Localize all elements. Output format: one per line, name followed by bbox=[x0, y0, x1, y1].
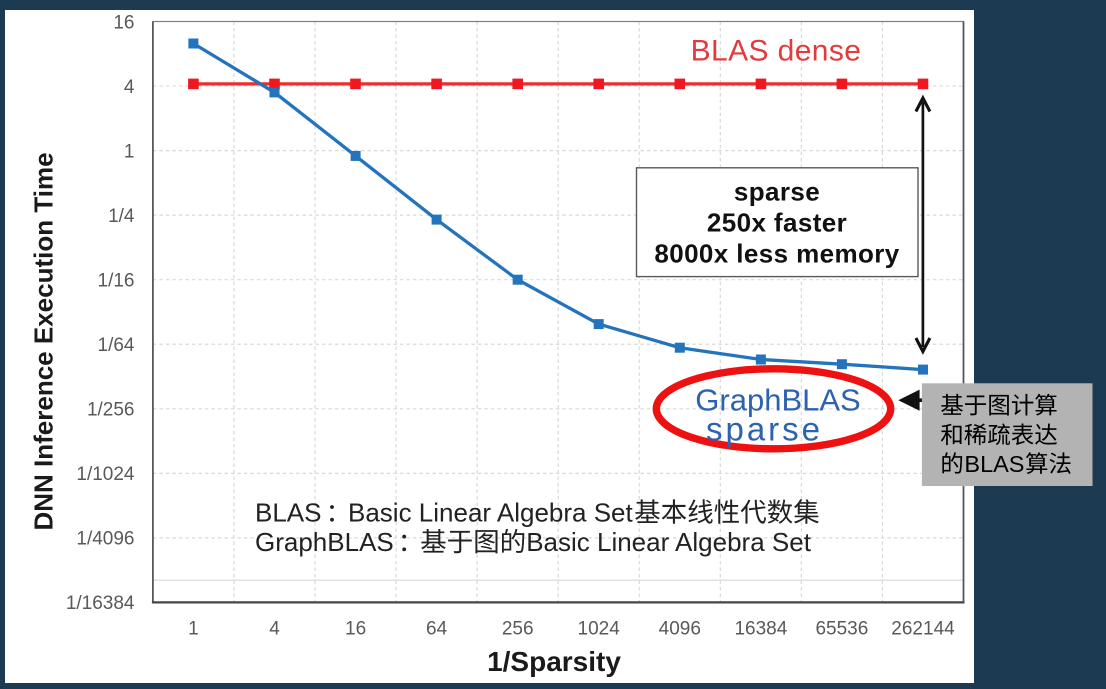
svg-text:1/Sparsity: 1/Sparsity bbox=[487, 646, 621, 677]
svg-text:1/4096: 1/4096 bbox=[76, 529, 134, 550]
svg-text:262144: 262144 bbox=[891, 619, 955, 640]
svg-text:250x faster: 250x faster bbox=[707, 207, 847, 237]
svg-text:BLAS dense: BLAS dense bbox=[691, 35, 862, 68]
svg-text:Basic Linear Algebra Set: Basic Linear Algebra Set bbox=[526, 527, 812, 557]
svg-text:65536: 65536 bbox=[815, 619, 868, 640]
svg-text:sparse: sparse bbox=[734, 177, 820, 207]
svg-text:64: 64 bbox=[426, 619, 448, 640]
svg-text:BLAS: BLAS bbox=[255, 498, 322, 528]
svg-text:1/16: 1/16 bbox=[98, 270, 135, 291]
svg-text:1/1024: 1/1024 bbox=[76, 464, 135, 485]
svg-text:GraphBLAS: GraphBLAS bbox=[695, 383, 860, 418]
svg-text:DNN Inference Execution Time: DNN Inference Execution Time bbox=[29, 152, 59, 530]
svg-text:BLAS: BLAS bbox=[964, 451, 1024, 477]
svg-text:8000x less memory: 8000x less memory bbox=[654, 238, 899, 268]
svg-text:4: 4 bbox=[124, 77, 135, 98]
svg-text:1024: 1024 bbox=[578, 619, 621, 640]
svg-text:1/256: 1/256 bbox=[87, 400, 135, 421]
svg-text:256: 256 bbox=[502, 619, 534, 640]
svg-text:1/16384: 1/16384 bbox=[66, 593, 135, 614]
svg-text:GraphBLAS: GraphBLAS bbox=[255, 527, 394, 557]
svg-text:Basic Linear Algebra Set: Basic Linear Algebra Set bbox=[348, 498, 634, 528]
svg-text:16: 16 bbox=[113, 13, 134, 34]
svg-text:1: 1 bbox=[188, 619, 199, 640]
svg-text:4096: 4096 bbox=[659, 619, 701, 640]
svg-text:1/4: 1/4 bbox=[108, 206, 135, 227]
svg-text:sparse: sparse bbox=[706, 411, 823, 448]
svg-text:1: 1 bbox=[124, 141, 135, 162]
svg-text:16: 16 bbox=[345, 619, 366, 640]
svg-text:16384: 16384 bbox=[734, 619, 787, 640]
svg-text:4: 4 bbox=[269, 619, 280, 640]
svg-text:1/64: 1/64 bbox=[98, 335, 135, 356]
